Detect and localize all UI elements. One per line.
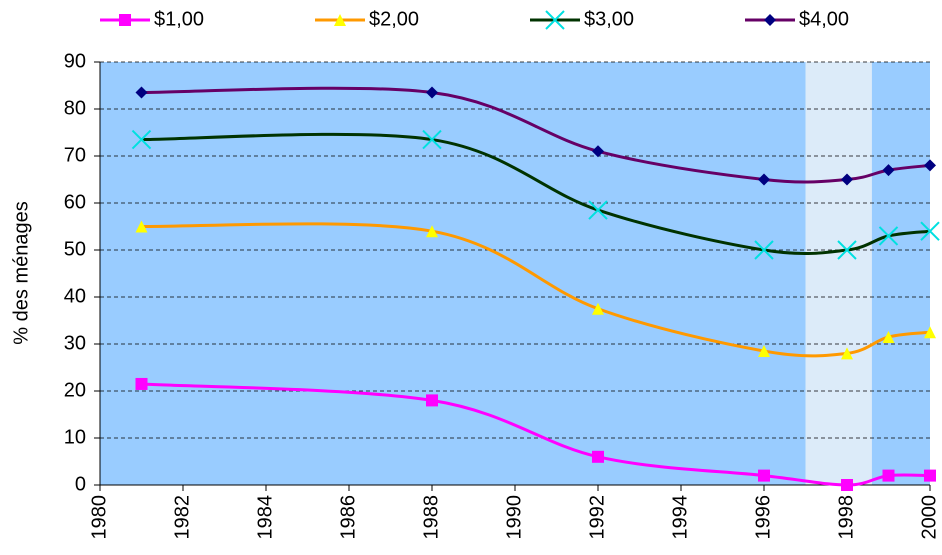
marker [841,347,853,360]
marker [841,173,853,186]
y-tick-label: 90 [64,50,86,72]
marker [135,220,148,233]
marker [754,240,774,260]
series-line [141,382,931,487]
highlight-band [805,62,872,485]
x-tick-label: 2000 [918,495,940,540]
x-tick-label: 1980 [88,495,110,540]
y-tick-label: 30 [64,332,86,354]
marker [924,159,936,172]
legend-label: $1,00 [154,8,204,30]
marker [924,469,936,482]
marker [837,240,857,260]
marker [920,221,940,241]
y-tick-label: 10 [64,426,86,448]
y-tick-label: 60 [64,191,86,213]
legend-label: $3,00 [584,8,634,30]
marker [135,86,148,99]
marker [878,226,899,246]
series-line [141,222,931,358]
marker [758,345,770,358]
y-tick-label: 0 [75,473,86,495]
y-tick-label: 80 [64,97,86,119]
marker [426,225,438,238]
series-line [141,132,931,256]
marker [882,164,895,177]
legend-label: $2,00 [369,8,419,30]
x-tick-label: 1982 [171,495,193,540]
marker [135,377,148,390]
x-tick-label: 1994 [669,495,691,540]
y-tick-label: 40 [64,285,86,307]
y-tick-label: 70 [64,144,86,166]
x-tick-label: 1986 [337,495,359,540]
marker [592,302,604,315]
y-axis-label: % des ménages [10,201,32,344]
marker [545,10,565,30]
marker [764,14,776,26]
marker [841,479,853,491]
marker [882,330,895,343]
plot-background [100,62,930,485]
series-line [141,86,931,184]
marker [882,469,895,482]
marker [592,145,604,158]
x-tick-label: 1988 [420,495,442,540]
marker [119,14,131,26]
x-tick-label: 1990 [503,495,525,540]
x-tick-label: 1984 [254,495,276,540]
marker [422,129,442,150]
marker [924,326,936,339]
marker [758,173,770,186]
y-tick-label: 50 [64,238,86,260]
marker [758,469,770,482]
y-tick-label: 20 [64,379,86,401]
x-tick-label: 1996 [752,495,774,540]
x-tick-label: 1998 [835,495,857,540]
marker [131,129,152,150]
marker [334,14,346,26]
x-tick-label: 1992 [586,495,608,540]
marker [426,86,438,99]
marker [588,200,608,220]
marker [426,394,438,407]
marker [592,450,604,463]
legend-label: $4,00 [799,8,849,30]
